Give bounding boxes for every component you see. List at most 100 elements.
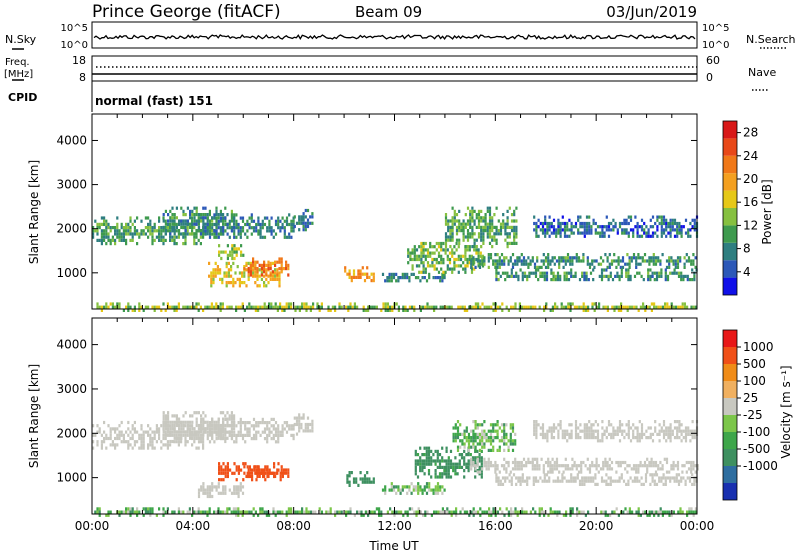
echo-cell xyxy=(177,443,180,447)
echo-cell xyxy=(466,261,469,265)
echo-cell xyxy=(158,219,161,223)
echo-cell xyxy=(694,265,697,269)
echo-cell xyxy=(267,281,270,285)
echo-cell xyxy=(105,235,108,239)
echo-cell xyxy=(483,262,486,266)
echo-cell xyxy=(191,430,194,434)
echo-cell xyxy=(116,443,119,447)
echo-cell xyxy=(158,235,161,239)
echo-cell xyxy=(447,222,450,226)
echo-cell xyxy=(239,421,242,425)
echo-cell xyxy=(459,432,462,436)
echo-cell xyxy=(467,465,470,469)
echo-cell xyxy=(503,256,506,260)
echo-cell xyxy=(527,457,530,461)
echo-cell xyxy=(425,459,428,463)
echo-cell xyxy=(594,231,597,235)
echo-cell xyxy=(302,413,305,417)
echo-cell xyxy=(293,215,296,219)
echo-cell xyxy=(138,308,141,312)
echo-cell xyxy=(243,510,246,514)
echo-cell xyxy=(125,430,128,434)
echo-cell xyxy=(689,432,692,436)
echo-cell xyxy=(359,471,362,475)
power-colorbar-label: Power [dB] xyxy=(760,179,774,244)
echo-cell xyxy=(349,510,352,514)
echo-cell xyxy=(460,465,464,469)
echo-cell xyxy=(462,219,465,223)
echo-cell xyxy=(607,274,610,278)
echo-cell xyxy=(224,485,227,489)
echo-cell xyxy=(522,259,526,263)
echo-cell xyxy=(252,427,256,431)
echo-cell xyxy=(255,226,258,230)
echo-cell xyxy=(577,231,580,235)
echo-cell xyxy=(443,469,446,473)
echo-cell xyxy=(214,268,217,272)
echo-cell xyxy=(610,228,613,232)
echo-cell xyxy=(635,464,638,468)
echo-cell xyxy=(617,262,620,266)
echo-cell xyxy=(515,274,518,278)
echo-cell xyxy=(610,423,613,427)
echo-cell xyxy=(372,275,375,279)
echo-cell xyxy=(618,274,621,278)
echo-cell xyxy=(373,510,376,514)
echo-cell xyxy=(474,423,477,427)
echo-cell xyxy=(149,443,152,447)
echo-cell xyxy=(277,216,280,220)
echo-cell xyxy=(619,265,622,269)
echo-cell xyxy=(111,302,114,306)
echo-cell xyxy=(162,507,165,511)
echo-cell xyxy=(449,219,452,223)
echo-cell xyxy=(665,228,668,232)
echo-cell xyxy=(175,420,178,424)
echo-cell xyxy=(573,256,576,260)
echo-cell xyxy=(226,305,229,309)
echo-cell xyxy=(427,462,431,466)
echo-cell xyxy=(347,510,350,514)
echo-cell xyxy=(636,426,639,430)
echo-cell xyxy=(661,513,664,517)
echo-cell xyxy=(441,507,444,511)
echo-cell xyxy=(272,305,275,309)
echo-cell xyxy=(245,284,248,288)
echo-cell xyxy=(574,271,577,275)
echo-cell xyxy=(651,215,655,219)
echo-cell xyxy=(222,433,225,437)
echo-cell xyxy=(235,510,238,514)
echo-cell xyxy=(438,465,442,469)
echo-cell xyxy=(422,251,425,255)
echo-cell xyxy=(228,235,231,239)
echo-cell xyxy=(208,261,211,265)
echo-cell xyxy=(492,423,495,427)
echo-cell xyxy=(679,256,682,260)
echo-cell xyxy=(662,482,665,486)
echo-cell xyxy=(301,302,304,306)
echo-cell xyxy=(222,424,225,428)
echo-cell xyxy=(574,420,578,424)
echo-cell xyxy=(430,462,433,466)
echo-cell xyxy=(114,242,117,246)
echo-cell xyxy=(255,229,258,233)
echo-cell xyxy=(149,513,152,517)
echo-cell xyxy=(166,302,169,306)
echo-cell xyxy=(488,510,491,514)
echo-cell xyxy=(338,510,341,514)
echo-cell xyxy=(103,436,106,441)
echo-cell xyxy=(241,437,245,441)
echo-cell xyxy=(475,213,478,217)
echo-cell xyxy=(521,305,524,309)
echo-cell xyxy=(682,476,685,480)
echo-cell xyxy=(526,476,529,480)
echo-cell xyxy=(259,232,262,236)
echo-cell xyxy=(173,229,176,233)
echo-cell xyxy=(103,420,106,425)
echo-cell xyxy=(116,235,119,239)
echo-cell xyxy=(624,262,627,266)
echo-cell xyxy=(249,263,252,267)
echo-cell xyxy=(255,437,258,441)
echo-cell xyxy=(348,480,351,484)
echo-cell xyxy=(213,213,216,217)
echo-cell xyxy=(630,467,633,471)
